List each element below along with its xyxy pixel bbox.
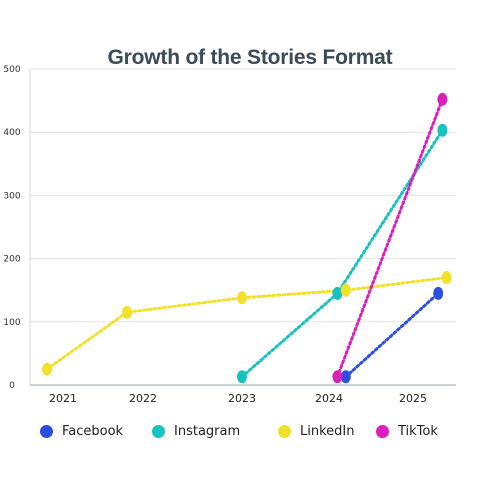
data-point-tiktok-1: [437, 92, 448, 106]
series-line-instagram: [240, 128, 444, 379]
legend-label-tiktok: TikTok: [398, 424, 438, 439]
y-tick-label-0: 0: [9, 381, 15, 391]
x-tick-label-2025: 2025: [399, 392, 427, 405]
legend-swatch-tiktok: [376, 425, 389, 438]
legend-label-facebook: Facebook: [62, 424, 124, 439]
legend-label-linkedin: LinkedIn: [300, 424, 355, 439]
gridlines: [29, 68, 456, 386]
series-line-facebook: [344, 291, 440, 379]
y-tick-label-300: 300: [3, 191, 20, 201]
data-point-instagram-0: [237, 370, 247, 384]
data-point-linkedin-2: [237, 291, 247, 305]
legend-item-tiktok[interactable]: TikTok: [376, 424, 438, 439]
data-point-linkedin-1: [122, 305, 132, 319]
series-points: [42, 92, 452, 384]
legend-item-instagram[interactable]: Instagram: [152, 424, 240, 439]
x-tick-label-2023: 2023: [228, 392, 256, 405]
x-tick-label-2022: 2022: [129, 392, 157, 405]
data-point-tiktok-0: [332, 370, 343, 384]
data-point-linkedin-0: [42, 362, 52, 376]
legend-swatch-linkedin: [278, 425, 291, 438]
data-point-linkedin-3: [340, 283, 351, 297]
y-tick-label-400: 400: [3, 128, 20, 138]
y-tick-label-100: 100: [3, 318, 20, 328]
legend-item-linkedin[interactable]: LinkedIn: [278, 424, 354, 439]
chart-title: Growth of the Stories Format: [107, 46, 393, 69]
x-tick-label-2024: 2024: [315, 392, 343, 405]
legend-item-facebook[interactable]: Facebook: [40, 424, 123, 439]
data-point-linkedin-4: [441, 271, 452, 285]
series-line-tiktok: [335, 97, 444, 379]
legend-label-instagram: Instagram: [174, 424, 241, 439]
legend-swatch-facebook: [40, 425, 53, 438]
y-tick-label-200: 200: [3, 255, 20, 265]
series-line-linkedin: [45, 276, 449, 371]
data-point-facebook-0: [340, 370, 351, 384]
x-tick-label-2021: 2021: [49, 392, 77, 405]
x-axis-ticks: 2021 2022 2023 2024 2025: [49, 392, 427, 405]
legend-swatch-instagram: [152, 425, 165, 438]
series-lines: [45, 97, 449, 379]
legend: Facebook Instagram LinkedIn TikTok: [40, 424, 480, 444]
data-point-facebook-1: [433, 286, 444, 300]
data-point-instagram-2: [437, 123, 448, 137]
y-tick-label-500: 500: [3, 65, 20, 75]
y-axis-ticks: 0 100 200 300 400 500: [3, 65, 20, 391]
data-point-instagram-1: [332, 286, 343, 300]
